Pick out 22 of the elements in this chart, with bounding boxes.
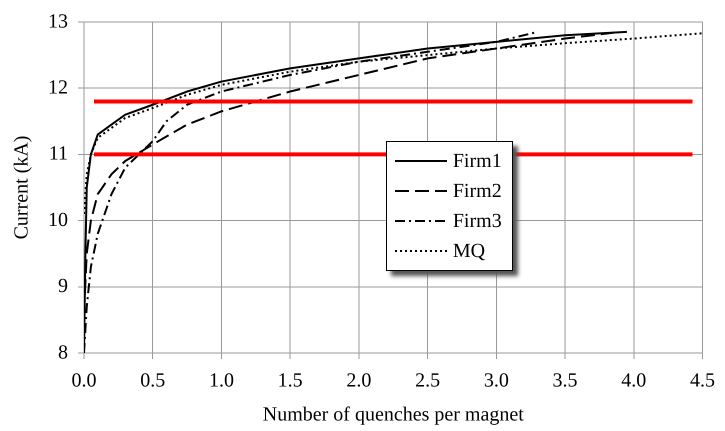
x-axis-title: Number of quenches per magnet bbox=[262, 403, 524, 426]
x-tick-label: 4.5 bbox=[690, 369, 715, 392]
x-tick-label: 3.5 bbox=[552, 369, 578, 392]
x-tick-label: 3.0 bbox=[484, 369, 509, 392]
x-tick-label: 1.5 bbox=[278, 369, 303, 392]
y-tick-label: 10 bbox=[48, 208, 68, 231]
x-tick-label: 4.0 bbox=[621, 369, 646, 392]
legend-label: Firm1 bbox=[452, 149, 502, 174]
legend-label: Firm2 bbox=[452, 179, 502, 204]
y-tick-label: 11 bbox=[48, 142, 68, 165]
x-tick-label: 0.5 bbox=[140, 369, 166, 392]
legend-label: MQ bbox=[452, 239, 486, 264]
x-tick-label: 0.0 bbox=[72, 369, 96, 392]
x-tick-label: 2.0 bbox=[346, 369, 372, 392]
y-tick-label: 13 bbox=[48, 10, 68, 32]
legend-label: Firm3 bbox=[452, 209, 502, 234]
y-tick-label: 9 bbox=[58, 275, 68, 298]
y-axis-title: Current (kA) bbox=[10, 136, 32, 240]
y-tick-label: 12 bbox=[48, 76, 68, 98]
y-tick-label: 8 bbox=[58, 341, 68, 364]
x-tick-label: 2.5 bbox=[415, 369, 440, 392]
x-tick-label: 1.0 bbox=[208, 369, 234, 392]
